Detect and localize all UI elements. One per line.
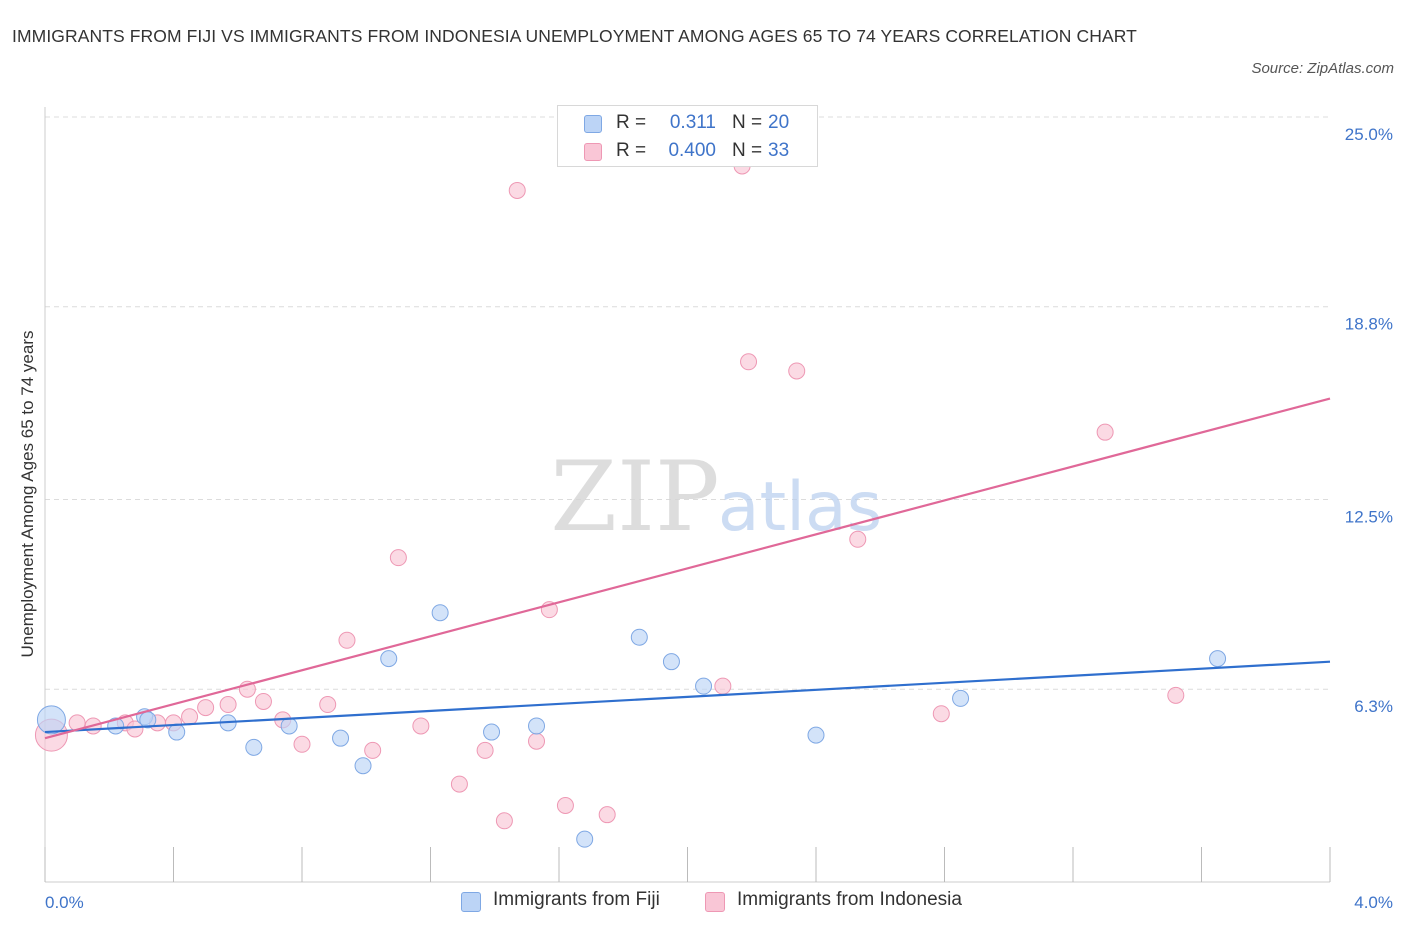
fiji-point-9	[354, 757, 372, 775]
indonesia-point-7	[181, 708, 199, 726]
fiji-n-label: N =	[732, 112, 763, 133]
indonesia-point-30	[788, 362, 806, 380]
fiji-r-value: 0.311	[669, 112, 716, 133]
indonesia-point-31	[849, 530, 867, 548]
indonesia-point-9	[219, 696, 237, 714]
chart-title: IMMIGRANTS FROM FIJI VS IMMIGRANTS FROM …	[12, 26, 1137, 46]
stats-legend: R = 0.311 N = 20 R = 0.400 N = 33	[557, 105, 818, 167]
fiji-point-1	[107, 717, 125, 735]
fiji-r-label: R =	[616, 112, 647, 133]
fiji-legend-label: Immigrants from Fiji	[493, 889, 660, 910]
fiji-point-19	[952, 689, 970, 707]
indonesia-legend-label: Immigrants from Indonesia	[737, 889, 962, 910]
indonesia-point-14	[319, 696, 337, 714]
fiji-point-15	[630, 628, 648, 646]
indonesia-n-label: N =	[732, 140, 763, 161]
fiji-point-16	[662, 653, 680, 671]
fiji-point-20	[1209, 650, 1227, 668]
indonesia-point-27	[714, 677, 732, 695]
indonesia-point-13	[293, 735, 311, 753]
indonesia-point-29	[740, 353, 758, 371]
fiji-point-7	[280, 717, 298, 735]
y-tick-label-3: 25.0%	[1345, 125, 1393, 144]
watermark-zip: ZIP	[550, 441, 719, 553]
indonesia-trend-line	[44, 397, 1331, 740]
indonesia-point-8	[197, 699, 215, 717]
indonesia-point-15	[338, 631, 356, 649]
fiji-point-4	[168, 723, 186, 741]
fiji-point-0	[36, 705, 66, 735]
fiji-legend-swatch	[461, 892, 481, 912]
indonesia-legend-swatch	[705, 892, 725, 912]
indonesia-n-value: 33	[768, 140, 790, 161]
fiji-point-6	[245, 738, 263, 756]
indonesia-swatch	[584, 143, 602, 161]
indonesia-point-17	[389, 549, 407, 567]
y-axis-label: Unemployment Among Ages 65 to 74 years	[18, 331, 37, 658]
indonesia-point-21	[495, 812, 513, 830]
fiji-point-13	[528, 717, 546, 735]
source-label: Source: ZipAtlas.com	[1251, 60, 1394, 77]
indonesia-point-26	[598, 806, 616, 824]
indonesia-point-23	[528, 732, 546, 750]
y-tick-label-0: 6.3%	[1354, 697, 1393, 716]
indonesia-r-value: 0.400	[668, 140, 716, 161]
fiji-point-17	[695, 677, 713, 695]
fiji-point-8	[332, 729, 350, 747]
y-tick-label-2: 18.8%	[1345, 315, 1393, 334]
indonesia-point-18	[412, 717, 430, 735]
x-tick-label-1: 4.0%	[1354, 893, 1393, 912]
indonesia-r-label: R =	[616, 140, 647, 161]
fiji-n-value: 20	[768, 112, 790, 133]
fiji-point-10	[380, 650, 398, 668]
indonesia-point-34	[1167, 686, 1185, 704]
indonesia-point-33	[1096, 423, 1114, 441]
fiji-point-18	[807, 726, 825, 744]
indonesia-point-11	[254, 692, 272, 710]
x-tick-label-0: 0.0%	[45, 893, 84, 912]
indonesia-point-4	[126, 720, 144, 738]
fiji-trend-line	[44, 660, 1331, 734]
indonesia-point-20	[476, 741, 494, 759]
fiji-point-11	[431, 604, 449, 622]
fiji-point-12	[483, 723, 501, 741]
fiji-swatch	[584, 115, 602, 133]
y-tick-label-1: 12.5%	[1345, 508, 1393, 527]
indonesia-point-19	[450, 775, 468, 793]
fiji-point-14	[576, 830, 594, 848]
indonesia-point-22	[508, 181, 526, 199]
indonesia-point-25	[556, 797, 574, 814]
indonesia-point-16	[364, 741, 382, 759]
indonesia-point-32	[932, 705, 950, 723]
